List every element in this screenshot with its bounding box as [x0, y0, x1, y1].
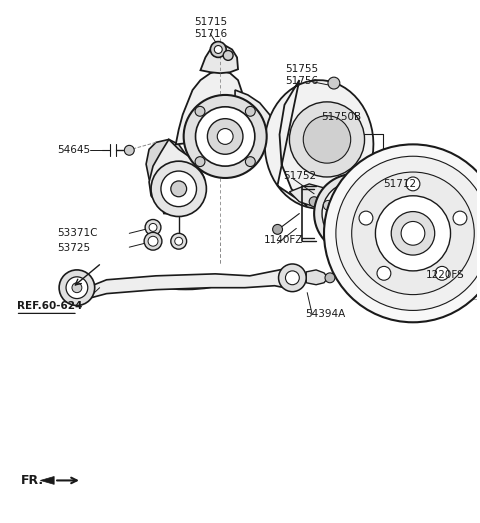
Circle shape [175, 237, 183, 245]
Circle shape [278, 264, 306, 292]
Text: 53371C: 53371C [57, 229, 97, 238]
Text: 51712: 51712 [384, 179, 417, 189]
Circle shape [66, 277, 88, 299]
Circle shape [401, 221, 425, 245]
Circle shape [303, 116, 351, 163]
Circle shape [171, 233, 187, 249]
Polygon shape [146, 140, 189, 213]
Text: 51715
51716: 51715 51716 [194, 17, 227, 39]
Circle shape [184, 95, 267, 178]
Circle shape [377, 266, 391, 280]
Circle shape [273, 224, 283, 234]
Text: 1220FS: 1220FS [426, 270, 465, 280]
Text: 53725: 53725 [57, 243, 90, 253]
Circle shape [325, 273, 335, 283]
Circle shape [149, 223, 157, 231]
Circle shape [195, 107, 255, 166]
Circle shape [217, 129, 233, 144]
Circle shape [210, 41, 226, 58]
Circle shape [324, 200, 333, 210]
Text: 54394A: 54394A [305, 310, 346, 320]
Circle shape [391, 212, 435, 255]
Circle shape [336, 156, 480, 311]
Circle shape [207, 119, 243, 154]
Circle shape [148, 236, 158, 246]
Circle shape [406, 177, 420, 191]
Polygon shape [289, 184, 329, 206]
Circle shape [223, 51, 233, 60]
Text: 51750B: 51750B [321, 112, 361, 122]
Polygon shape [149, 140, 205, 213]
Text: 51755
51756: 51755 51756 [285, 64, 318, 86]
Circle shape [314, 174, 393, 253]
Circle shape [161, 171, 196, 207]
Circle shape [72, 283, 82, 293]
Polygon shape [235, 90, 275, 144]
Text: 54645: 54645 [57, 145, 90, 155]
Circle shape [145, 220, 161, 235]
Circle shape [364, 230, 374, 240]
Circle shape [144, 232, 162, 250]
Circle shape [359, 211, 373, 225]
Circle shape [411, 203, 431, 223]
Circle shape [286, 271, 300, 285]
Circle shape [214, 46, 222, 53]
Circle shape [453, 211, 467, 225]
Circle shape [195, 106, 205, 116]
Circle shape [344, 203, 363, 223]
Circle shape [349, 182, 359, 192]
Text: FR.: FR. [21, 474, 44, 487]
Circle shape [352, 172, 474, 294]
Polygon shape [176, 70, 242, 144]
Text: 51752: 51752 [284, 171, 317, 181]
Circle shape [328, 77, 340, 89]
Circle shape [289, 102, 364, 177]
Circle shape [195, 157, 205, 166]
Ellipse shape [151, 276, 220, 290]
Circle shape [151, 161, 206, 217]
Circle shape [374, 200, 384, 210]
Circle shape [59, 270, 95, 305]
Circle shape [309, 197, 319, 207]
Polygon shape [306, 270, 328, 285]
Circle shape [435, 266, 449, 280]
Polygon shape [201, 46, 238, 73]
Circle shape [375, 196, 451, 271]
Circle shape [322, 182, 385, 245]
Polygon shape [92, 268, 302, 298]
Polygon shape [40, 476, 54, 484]
Circle shape [333, 230, 343, 240]
Circle shape [245, 106, 255, 116]
Text: REF.60-624: REF.60-624 [17, 301, 82, 312]
Circle shape [324, 144, 480, 322]
Polygon shape [265, 80, 373, 209]
Circle shape [124, 145, 134, 155]
Text: 1140FZ: 1140FZ [264, 235, 303, 245]
Circle shape [171, 181, 187, 197]
Circle shape [245, 157, 255, 166]
Circle shape [334, 194, 373, 233]
